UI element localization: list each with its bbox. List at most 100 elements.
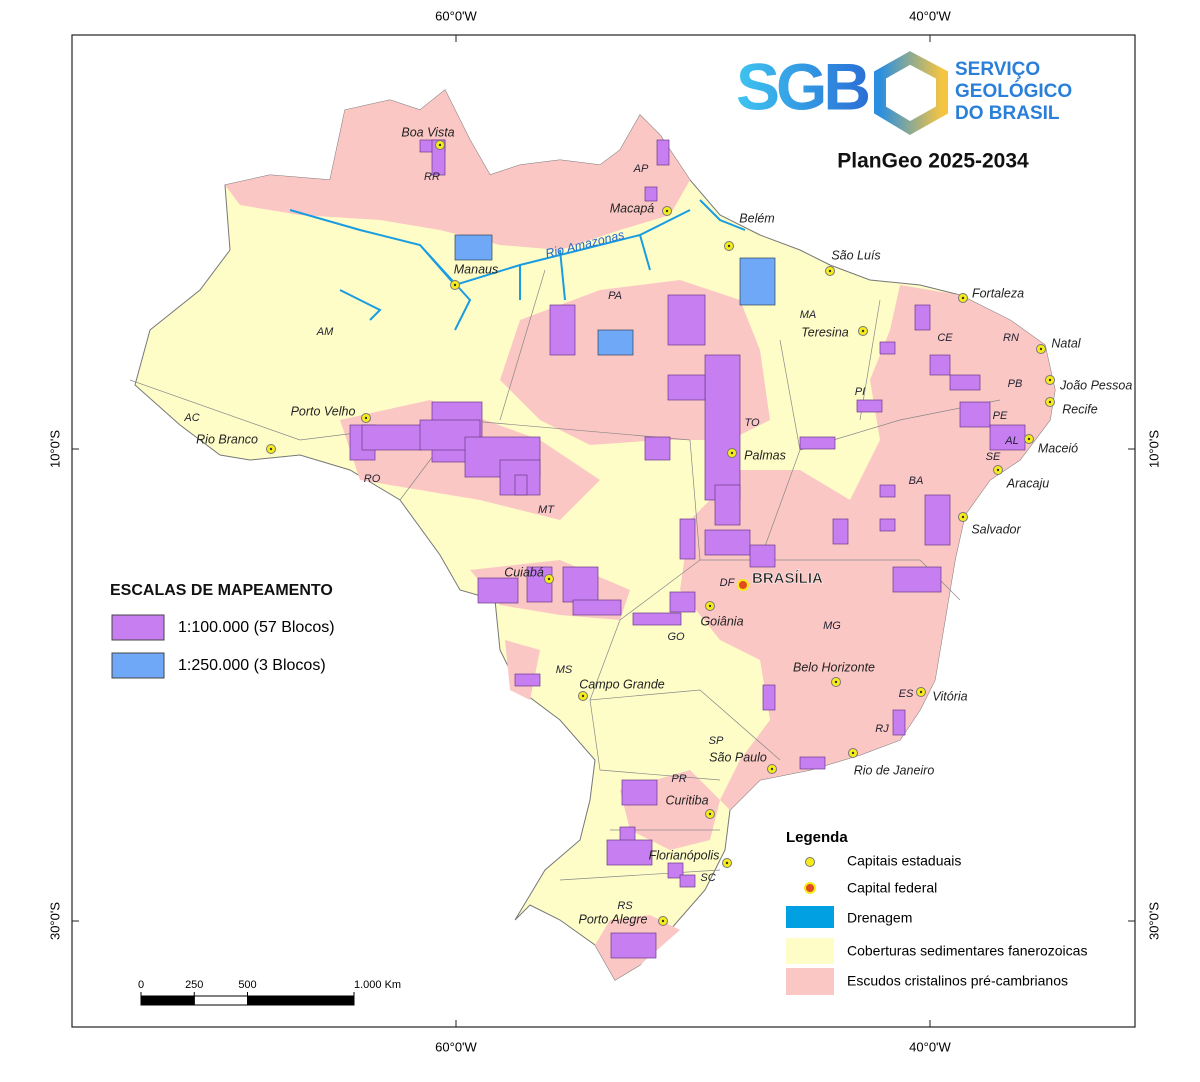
state-label: PB: [1008, 378, 1023, 390]
logo-text: SERVIÇO GEOLÓGICO DO BRASIL: [955, 59, 1072, 124]
block-1-100k: [606, 839, 653, 866]
capital-dot: [665, 209, 669, 213]
capital-label: Teresina: [801, 325, 849, 339]
capital-label: Vitória: [932, 689, 967, 703]
block-1-100k: [361, 424, 423, 451]
capital-label: Goiânia: [700, 614, 743, 628]
state-label: AL: [1004, 435, 1018, 447]
capital-dot: [661, 919, 665, 923]
block-1-100k: [621, 779, 658, 806]
state-label: GO: [667, 631, 685, 643]
state-label: BA: [909, 475, 924, 487]
capital-dot: [851, 751, 855, 755]
longitude-label: 60°0'W: [435, 1039, 477, 1054]
block-1-100k: [929, 354, 951, 376]
capital-label: Maceió: [1038, 441, 1078, 455]
capital-label: Fortaleza: [972, 286, 1024, 300]
logo-hexagon: [874, 51, 948, 135]
block-1-100k: [704, 354, 741, 501]
legend-symbol: [786, 906, 834, 928]
block-1-100k: [514, 474, 528, 496]
capital-label: Aracaju: [1006, 476, 1049, 490]
block-1-100k: [572, 599, 622, 616]
capital-label: São Luís: [831, 248, 880, 262]
capital-label: Belo Horizonte: [793, 660, 875, 674]
capital-label: Boa Vista: [401, 125, 454, 139]
logo-acronym: SGB: [736, 49, 868, 123]
federal-capital-label: BRASÍLIA: [752, 570, 823, 587]
capital-label: Curitiba: [665, 793, 708, 807]
scale-label: 500: [238, 979, 256, 991]
capital-label: Palmas: [744, 448, 786, 462]
capital-dot: [727, 244, 731, 248]
legend-swatch: [111, 614, 165, 641]
scales-legend: ESCALAS DE MAPEAMENTO 1:100.000 (57 Bloc…: [110, 582, 335, 679]
block-1-250k: [739, 257, 776, 306]
state-label: TO: [744, 417, 760, 429]
capital-dot: [581, 694, 585, 698]
mapping-blocks: [349, 139, 1026, 959]
legend-symbol: [805, 857, 815, 867]
capital-dot: [269, 447, 273, 451]
federal-capital-marker: [737, 579, 749, 591]
capital-label: Recife: [1062, 402, 1097, 416]
state-label: DF: [720, 577, 736, 589]
longitude-label: 40°0'W: [909, 8, 951, 23]
block-1-100k: [714, 484, 741, 526]
legend-symbol: [786, 938, 834, 964]
block-1-100k: [656, 139, 670, 166]
block-1-100k: [856, 399, 883, 413]
state-label: PE: [993, 410, 1008, 422]
state-label: MG: [823, 620, 841, 632]
state-label: AM: [316, 326, 334, 338]
capital-label: Natal: [1051, 336, 1081, 350]
state-label: MA: [800, 309, 817, 321]
state-label: PR: [671, 773, 686, 785]
state-label: SE: [986, 451, 1001, 463]
block-1-100k: [879, 341, 896, 355]
block-1-100k: [749, 544, 776, 568]
block-1-100k: [644, 436, 671, 461]
state-label: AP: [633, 163, 649, 175]
block-1-100k: [679, 518, 696, 560]
state-label: SP: [709, 735, 724, 747]
block-1-100k: [892, 709, 906, 736]
capital-dot: [708, 812, 712, 816]
scale-segment: [247, 995, 355, 1006]
block-1-100k: [644, 186, 658, 202]
scales-legend-item: 1:250.000 (3 Blocos): [178, 657, 326, 674]
block-1-100k: [892, 566, 942, 593]
capital-label: Cuiabá: [504, 565, 544, 579]
state-label: CE: [937, 332, 953, 344]
block-1-100k: [526, 566, 553, 603]
capital-label: Porto Alegre: [578, 912, 647, 926]
block-1-100k: [832, 518, 849, 545]
legend-item: Capital federal: [847, 880, 937, 896]
capital-dot: [961, 515, 965, 519]
rivers: [289, 199, 746, 331]
block-1-100k: [669, 591, 696, 613]
capital-dot: [861, 329, 865, 333]
capital-label: Porto Velho: [291, 404, 356, 418]
capital-dot: [770, 767, 774, 771]
scale-label: 1.000 Km: [354, 979, 401, 991]
state-label: ES: [899, 688, 914, 700]
capital-dot: [547, 577, 551, 581]
capital-label: Salvador: [971, 522, 1021, 536]
state-label: PI: [855, 386, 865, 398]
latitude-label: 30°0'S: [1146, 902, 1161, 940]
capital-label: Campo Grande: [579, 677, 665, 691]
block-1-250k: [454, 234, 493, 261]
state-label: RS: [617, 900, 633, 912]
capital-label: Macapá: [610, 201, 655, 215]
capital-label: Manaus: [454, 262, 498, 276]
capital-dot: [708, 604, 712, 608]
capital-dot: [996, 468, 1000, 472]
capital-dot: [961, 296, 965, 300]
logo-line: SERVIÇO: [955, 59, 1040, 80]
legend-item: Drenagem: [847, 910, 912, 926]
state-label: RO: [364, 473, 381, 485]
block-1-250k: [597, 329, 634, 356]
legend: Legenda Capitais estaduais Capital feder…: [786, 829, 1087, 995]
